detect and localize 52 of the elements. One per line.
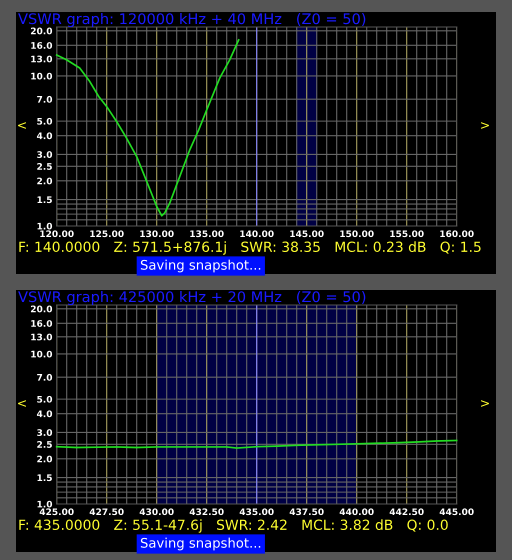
x-tick-label: 442.50 (390, 508, 424, 516)
x-tick-label: 425.00 (40, 508, 74, 516)
y-tick-label: 1.5 (38, 474, 52, 482)
y-tick-label: 4.0 (36, 410, 52, 418)
y-tick-label: 7.0 (37, 374, 52, 381)
y-tick-label: 1.0 (38, 222, 52, 230)
x-tick-label: 145.00 (290, 230, 324, 238)
text: F: 140.0000 Z: 571.5+876.1j SWR: 38.35 MCL: 0.23 dB Q: 1.5 (19, 241, 481, 255)
x-tick-label: 140.00 (240, 230, 274, 238)
x-tick-label: 432.50 (190, 508, 224, 516)
y-tick-label: 4.0 (36, 132, 52, 140)
y-tick-label: 3.0 (37, 151, 52, 158)
y-tick-label: 13.0 (31, 56, 52, 62)
y-tick-label: 1.0 (38, 500, 52, 508)
y-tick-label: 1.5 (38, 196, 52, 204)
x-tick-label: 135.00 (190, 230, 224, 238)
chart-title: VSWR graph: 120000 kHz + 40 MHz (Z0 = 50) (18, 12, 366, 28)
y-tick-label: 20.0 (30, 28, 52, 34)
x-tick-label: 430.00 (140, 508, 174, 516)
y-tick-label: 2.5 (37, 441, 52, 448)
text: Saving snapshot... (140, 538, 260, 550)
x-tick-label: 445.00 (440, 508, 474, 516)
x-tick-label: 437.50 (290, 508, 324, 516)
x-tick-label: 130.00 (140, 230, 174, 238)
y-tick-label: 16.0 (31, 320, 52, 327)
x-tick-label: 435.00 (240, 508, 274, 516)
text: > (481, 400, 489, 407)
text: < (18, 122, 26, 129)
x-tick-label: 160.00 (440, 230, 474, 238)
x-tick-label: 150.00 (340, 230, 374, 238)
y-tick-label: 13.0 (31, 334, 52, 340)
y-tick-label: 10.0 (31, 72, 52, 80)
x-tick-label: 427.50 (90, 508, 124, 516)
y-tick-label: 20.0 (30, 306, 52, 312)
x-tick-label: 440.00 (340, 508, 374, 516)
y-tick-label: 5.0 (37, 118, 52, 125)
text: F: 435.0000 Z: 55.1-47.6j SWR: 2.42 MCL: 3.82 dB Q: 0.0 (19, 519, 448, 533)
y-tick-label: 5.0 (37, 396, 52, 403)
text: < (18, 400, 26, 407)
y-tick-label: 3.0 (37, 429, 52, 436)
y-tick-label: 2.5 (37, 163, 52, 170)
y-tick-label: 7.0 (37, 96, 52, 103)
x-tick-label: 155.00 (390, 230, 424, 238)
x-tick-label: 125.00 (90, 230, 124, 238)
chart-title: VSWR graph: 425000 kHz + 20 MHz (Z0 = 50) (18, 290, 366, 306)
y-tick-label: 2.0 (37, 456, 52, 462)
x-tick-label: 120.00 (40, 230, 74, 238)
y-tick-label: 2.0 (37, 178, 52, 184)
text: Saving snapshot... (140, 260, 260, 272)
y-tick-label: 16.0 (31, 42, 52, 49)
y-tick-label: 10.0 (31, 350, 52, 358)
text: > (481, 122, 489, 129)
